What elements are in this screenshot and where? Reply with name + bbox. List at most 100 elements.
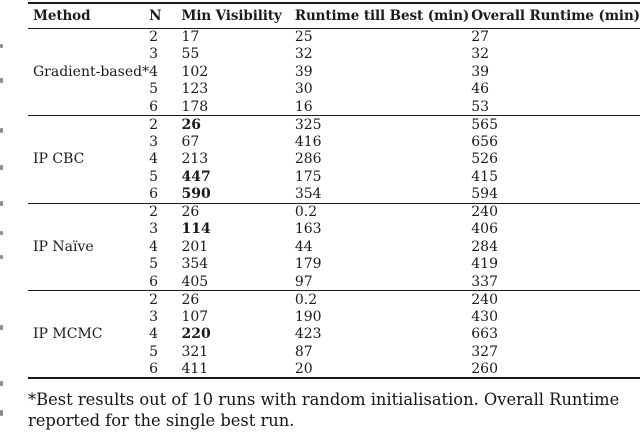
cell-overall-runtime: 39 — [471, 63, 490, 80]
cell-overall-runtime: 260 — [471, 360, 498, 377]
cell-runtime-till-best: 163 — [294, 221, 322, 238]
cell-runtime-till-best: 16 — [294, 98, 313, 115]
table-row: 5 447 175 415 — [28, 168, 640, 186]
table-row: 5 321 87 327 — [28, 343, 640, 361]
margin-artifact — [0, 128, 3, 133]
cell-overall-runtime: 419 — [471, 256, 498, 273]
cell-min-visibility: 102 — [181, 63, 209, 80]
cell-overall-runtime: 240 — [471, 291, 498, 308]
cell-n: 6 — [149, 360, 158, 377]
footnote-line-2: reported for the single best run. — [28, 410, 295, 430]
col-header-runtime-till-best: Runtime till Best (min) — [294, 7, 470, 24]
cell-min-visibility: 201 — [181, 238, 209, 255]
results-table-container: Method N Min Visibility Runtime till Bes… — [28, 2, 640, 379]
cell-runtime-till-best: 175 — [294, 168, 322, 185]
cell-runtime-till-best: 32 — [294, 46, 313, 63]
cell-overall-runtime: 594 — [471, 186, 498, 202]
cell-overall-runtime: 406 — [471, 221, 498, 238]
cell-runtime-till-best: 20 — [294, 360, 313, 377]
cell-n: 6 — [149, 186, 158, 202]
cell-min-visibility: 178 — [181, 98, 209, 115]
cell-runtime-till-best: 286 — [294, 151, 322, 168]
cell-n: 6 — [149, 273, 158, 290]
cell-n: 3 — [149, 46, 158, 63]
table-row: 3 114 163 406 — [28, 221, 640, 239]
cell-runtime-till-best: 0.2 — [294, 204, 318, 220]
cell-runtime-till-best: 179 — [294, 256, 322, 273]
margin-artifact — [0, 255, 3, 259]
cell-n: 4 — [149, 151, 158, 168]
table-row: IP MCMC 2 26 0.2 240 — [28, 291, 640, 343]
cell-overall-runtime: 526 — [471, 151, 498, 168]
table-row: 3 55 32 32 — [28, 46, 640, 64]
table-row: 4 201 44 284 — [28, 238, 640, 256]
cell-n: 4 — [149, 238, 158, 255]
cell-runtime-till-best: 354 — [294, 186, 322, 202]
cell-overall-runtime: 284 — [471, 238, 498, 255]
margin-artifact — [0, 201, 3, 206]
method-group-ip-cbc: IP CBC 2 26 325 565 3 67 416 656 4 213 2… — [28, 116, 640, 203]
table-row: Gradient-based* 2 17 25 27 — [28, 28, 640, 80]
cell-min-visibility: 107 — [181, 308, 209, 325]
table-footnote: *Best results out of 10 runs with random… — [28, 390, 640, 431]
cell-min-visibility: 26 — [181, 116, 201, 133]
table-row: 6 405 97 337 — [28, 273, 640, 291]
cell-min-visibility: 17 — [181, 29, 200, 45]
cell-min-visibility: 213 — [181, 151, 209, 168]
cell-runtime-till-best: 0.2 — [294, 291, 318, 308]
col-header-min-visibility: Min Visibility — [181, 7, 282, 24]
cell-min-visibility: 220 — [181, 326, 211, 343]
cell-runtime-till-best: 97 — [294, 273, 313, 290]
cell-min-visibility: 405 — [181, 273, 209, 290]
cell-n: 2 — [149, 291, 158, 308]
cell-n: 3 — [149, 221, 158, 238]
table-row: 6 178 16 53 — [28, 98, 640, 116]
cell-n: 5 — [149, 168, 158, 185]
cell-n: 3 — [149, 133, 158, 150]
cell-overall-runtime: 240 — [471, 204, 498, 220]
table-row: IP CBC 2 26 325 565 — [28, 116, 640, 168]
cell-overall-runtime: 415 — [471, 168, 498, 185]
cell-min-visibility: 26 — [181, 204, 200, 220]
table-row: 4 213 286 526 — [28, 151, 640, 169]
cell-runtime-till-best: 39 — [294, 63, 313, 80]
cell-runtime-till-best: 416 — [294, 133, 322, 150]
cell-overall-runtime: 663 — [471, 326, 498, 343]
cell-runtime-till-best: 87 — [294, 343, 313, 360]
margin-artifact — [0, 78, 3, 83]
cell-overall-runtime: 656 — [471, 133, 498, 150]
table-row: 4 102 39 39 — [28, 63, 640, 81]
header-row: Method N Min Visibility Runtime till Bes… — [28, 3, 640, 28]
col-header-overall-runtime: Overall Runtime (min) — [471, 7, 640, 24]
cell-overall-runtime: 46 — [471, 81, 490, 98]
method-label: IP CBC — [33, 151, 85, 168]
cell-n: 4 — [149, 326, 158, 343]
results-table: Method N Min Visibility Runtime till Bes… — [28, 2, 640, 379]
cell-runtime-till-best: 190 — [294, 308, 322, 325]
cell-min-visibility: 354 — [181, 256, 209, 273]
table-row: 4 220 423 663 — [28, 326, 640, 344]
method-label: Gradient-based* — [33, 63, 150, 80]
table-row: 6 411 20 260 — [28, 361, 640, 379]
cell-n: 2 — [149, 204, 158, 220]
cell-n: 2 — [149, 29, 158, 45]
margin-artifact — [0, 44, 3, 48]
method-label: IP Naïve — [33, 238, 94, 255]
table-row: IP Naïve 2 26 0.2 240 — [28, 203, 640, 255]
cell-overall-runtime: 32 — [471, 46, 490, 63]
method-group-gradient-based: Gradient-based* 2 17 25 27 3 55 32 32 4 … — [28, 28, 640, 116]
cell-runtime-till-best: 30 — [294, 81, 313, 98]
method-group-ip-mcmc: IP MCMC 2 26 0.2 240 3 107 190 430 4 220… — [28, 291, 640, 379]
cell-overall-runtime: 53 — [471, 98, 490, 115]
cell-n: 2 — [149, 116, 158, 133]
cell-min-visibility: 123 — [181, 81, 209, 98]
cell-min-visibility: 321 — [181, 343, 209, 360]
table-row: 5 354 179 419 — [28, 256, 640, 274]
col-header-n: N — [149, 7, 162, 24]
cell-min-visibility: 26 — [181, 291, 200, 308]
cell-min-visibility: 55 — [181, 46, 200, 63]
margin-artifact — [0, 231, 3, 235]
footnote-line-1: *Best results out of 10 runs with random… — [28, 390, 620, 409]
cell-runtime-till-best: 25 — [294, 29, 313, 45]
table-row: 5 123 30 46 — [28, 81, 640, 99]
